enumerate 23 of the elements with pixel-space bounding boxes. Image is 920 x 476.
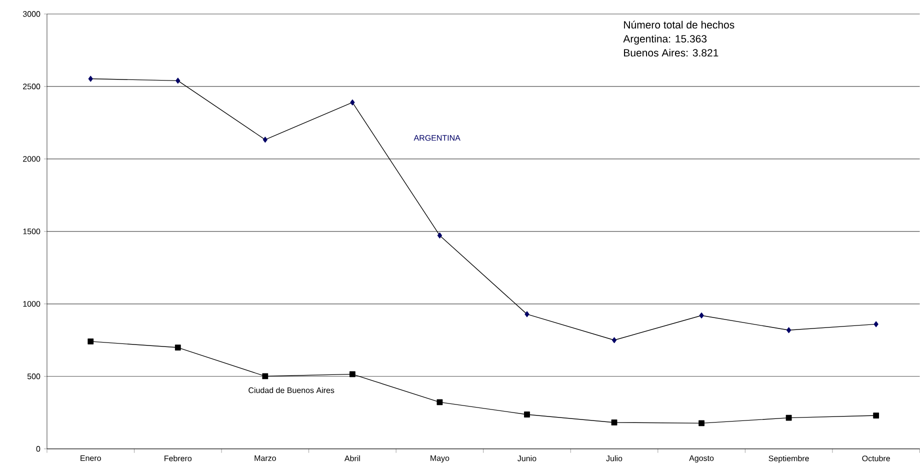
point	[611, 420, 618, 426]
point	[524, 412, 530, 418]
point	[262, 136, 268, 143]
point	[786, 414, 792, 421]
point	[524, 311, 530, 318]
point	[176, 78, 180, 84]
annotation: Buenos Aires: 3.821	[624, 48, 718, 57]
annotation: Número total de hechos	[624, 20, 734, 29]
point	[262, 373, 268, 380]
point	[349, 371, 356, 378]
point	[174, 344, 181, 351]
point	[437, 232, 442, 239]
point	[873, 412, 880, 419]
point	[874, 321, 878, 328]
point	[436, 399, 443, 406]
annotation: Argentina: 15.363	[623, 34, 707, 45]
point	[88, 338, 94, 344]
point	[786, 327, 792, 334]
point	[350, 100, 355, 106]
point	[699, 312, 704, 319]
point	[612, 337, 617, 344]
point	[88, 76, 93, 82]
point	[698, 420, 704, 426]
